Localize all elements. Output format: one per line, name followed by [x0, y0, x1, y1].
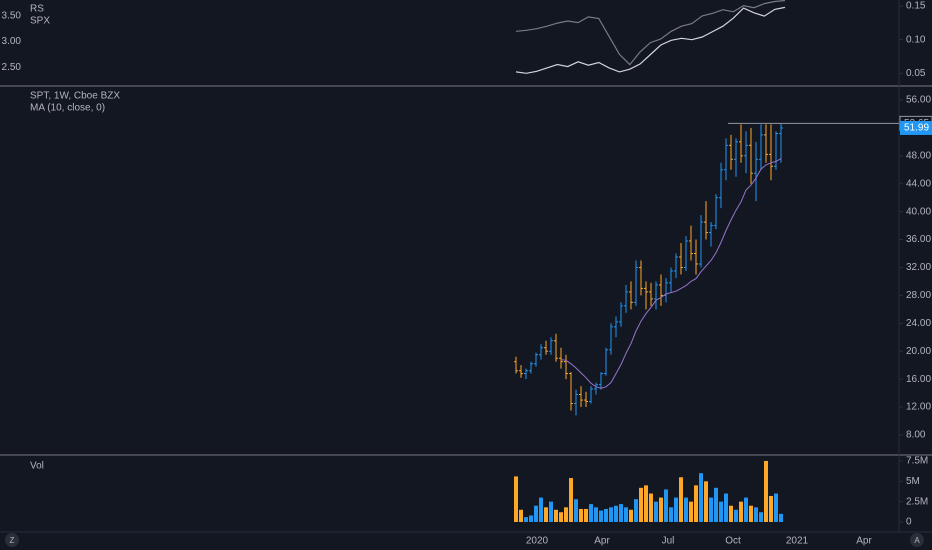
volume-bar	[614, 505, 618, 522]
y-tick-label: 48.00	[906, 150, 931, 161]
y-tick-label: 44.00	[906, 178, 931, 189]
volume-bar	[694, 485, 698, 522]
volume-bar	[769, 495, 773, 522]
volume-bar	[734, 509, 738, 522]
series-line	[515, 0, 786, 66]
volume-bar	[564, 507, 568, 522]
volume-bar	[604, 508, 608, 522]
main-title: SPT, 1W, Cboe BZX	[30, 91, 120, 102]
x-tick-label: 2020	[526, 536, 549, 547]
volume-bar	[554, 509, 558, 522]
y-tick-label: 24.00	[906, 318, 931, 329]
zoom-button[interactable]	[5, 533, 19, 547]
volume-bar	[599, 510, 603, 522]
volume-bar	[714, 487, 718, 522]
y-tick-label: 0.05	[906, 68, 926, 79]
y-tick-label: 2.5M	[906, 496, 928, 507]
volume-bar	[524, 517, 528, 522]
volume-bar	[644, 485, 648, 522]
volume-bar	[729, 505, 733, 522]
auto-label[interactable]: A	[914, 536, 920, 545]
volume-bar	[514, 476, 518, 522]
y-tick-label: 28.00	[906, 290, 931, 301]
y-tick-label: 16.00	[906, 374, 931, 385]
volume-bar	[534, 505, 538, 522]
volume-bar	[759, 512, 763, 522]
volume-bar	[539, 497, 543, 522]
volume-bar	[619, 504, 623, 522]
volume-bar	[549, 501, 553, 522]
y-tick-label: 32.00	[906, 262, 931, 273]
volume-bar	[664, 489, 668, 522]
volume-bar	[689, 501, 693, 522]
last-price-label: 51.99	[904, 123, 929, 134]
y-tick-label: 5M	[906, 476, 920, 487]
volume-bar	[684, 497, 688, 522]
series-line	[515, 6, 786, 74]
volume-bar	[669, 507, 673, 522]
volume-bar	[719, 501, 723, 522]
volume-bar	[659, 497, 663, 522]
y-tick-label: 3.00	[2, 36, 22, 47]
volume-title: Vol	[30, 461, 44, 472]
legend-rs: RS	[30, 4, 44, 15]
volume-bar	[589, 504, 593, 522]
x-tick-label: Jul	[662, 536, 675, 547]
volume-bar	[624, 507, 628, 522]
ma-legend: MA (10, close, 0)	[30, 103, 105, 114]
volume-bar	[739, 501, 743, 522]
auto-button[interactable]	[910, 533, 924, 547]
y-tick-label: 36.00	[906, 234, 931, 245]
ma-line	[560, 158, 782, 389]
volume-bar	[764, 460, 768, 522]
volume-bar	[749, 505, 753, 522]
y-tick-label: 0	[906, 517, 912, 528]
volume-bar	[629, 509, 633, 522]
volume-bar	[709, 497, 713, 522]
volume-bar	[579, 508, 583, 522]
y-tick-label: 2.50	[2, 62, 22, 73]
volume-bar	[639, 487, 643, 522]
volume-bar	[654, 501, 658, 522]
volume-bar	[594, 507, 598, 522]
volume-bar	[529, 515, 533, 522]
zoom-label[interactable]: Z	[10, 536, 15, 545]
volume-bar	[634, 499, 638, 522]
volume-bar	[609, 507, 613, 522]
volume-bar	[744, 497, 748, 522]
y-tick-label: 8.00	[906, 430, 926, 441]
volume-bar	[754, 507, 758, 522]
volume-bar	[519, 509, 523, 522]
y-tick-label: 40.00	[906, 206, 931, 217]
y-tick-label: 0.10	[906, 34, 926, 45]
volume-bar	[699, 473, 703, 522]
y-tick-label: 12.00	[906, 402, 931, 413]
x-tick-label: 2021	[786, 536, 809, 547]
y-tick-label: 20.00	[906, 346, 931, 357]
volume-bar	[544, 507, 548, 522]
y-tick-label: 7.5M	[906, 456, 928, 467]
volume-bar	[574, 499, 578, 522]
y-tick-label: 56.00	[906, 95, 931, 106]
volume-bar	[779, 513, 783, 522]
volume-bar	[584, 508, 588, 522]
x-tick-label: Apr	[856, 536, 872, 547]
volume-bar	[569, 478, 573, 522]
volume-bar	[649, 493, 653, 522]
volume-bar	[724, 493, 728, 522]
last-price-box	[900, 120, 932, 135]
legend-spx: SPX	[30, 16, 50, 27]
x-tick-label: Apr	[594, 536, 610, 547]
y-tick-label: 3.50	[2, 11, 22, 22]
volume-bar	[774, 493, 778, 522]
x-tick-label: Oct	[725, 536, 741, 547]
y-tick-label: 0.15	[906, 1, 926, 12]
volume-bar	[679, 477, 683, 522]
volume-bar	[674, 497, 678, 522]
volume-bar	[704, 481, 708, 522]
volume-bar	[559, 512, 563, 522]
